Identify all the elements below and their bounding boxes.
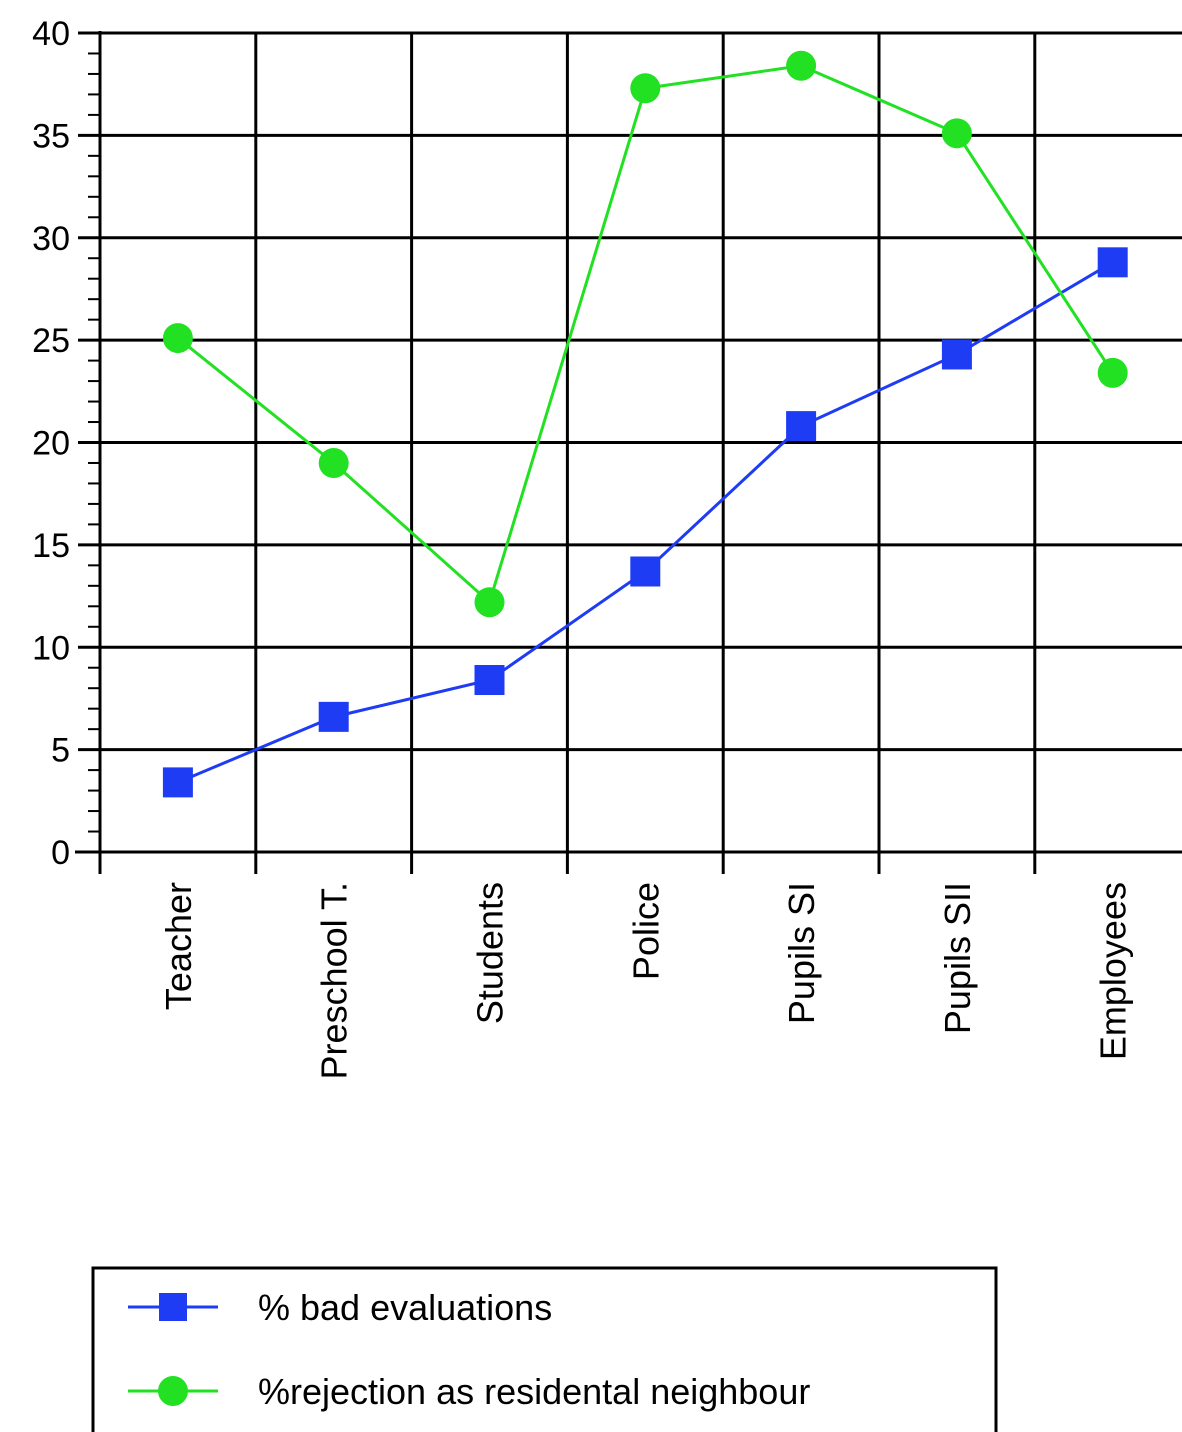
data-point-square: [941, 339, 972, 370]
data-point-circle: [1097, 357, 1128, 388]
y-tick-label: 10: [32, 629, 70, 667]
y-tick-label: 25: [32, 322, 70, 360]
series-bad-evaluations: [162, 247, 1128, 798]
legend-box: [91, 1266, 998, 1432]
legend-item-bad-evaluations: % bad evaluations: [128, 1287, 552, 1328]
grid-lines: [100, 31, 1182, 874]
data-point-square: [318, 701, 349, 732]
x-category-label: Students: [470, 882, 511, 1024]
data-point-square: [474, 665, 505, 696]
axes: [75, 31, 1182, 874]
x-axis-labels: Teacher Preschool T. Students Police Pupils …: [158, 882, 1134, 1079]
y-tick-label: 40: [32, 15, 70, 53]
x-category-label: Employees: [1093, 882, 1134, 1060]
x-category-label: Police: [625, 882, 666, 980]
x-category-label: Pupils SII: [937, 882, 978, 1034]
data-point-circle: [630, 73, 661, 104]
x-category-label: Pupils SI: [781, 882, 822, 1024]
y-tick-label: 20: [32, 425, 70, 463]
legend-label-bad-evaluations: % bad evaluations: [258, 1287, 552, 1328]
data-point-square: [1097, 247, 1128, 278]
data-point-circle: [318, 447, 349, 478]
y-tick-label: 5: [51, 732, 70, 770]
data-point-circle: [474, 587, 505, 618]
data-point-square: [162, 767, 193, 798]
data-point-circle: [162, 323, 193, 354]
legend-marker-circle: [158, 1376, 188, 1406]
y-axis-ticks: 0 5 10 15 20 25 30 35 40: [32, 15, 100, 872]
y-tick-label: 15: [32, 527, 70, 565]
x-category-label: Teacher: [158, 882, 199, 1010]
legend-label-rejection: %rejection as residental neighbour: [258, 1371, 810, 1412]
series-layer: [162, 50, 1128, 798]
series-line: [176, 64, 1114, 605]
legend-marker-square: [159, 1293, 187, 1321]
data-point-circle: [786, 50, 817, 81]
legend: % bad evaluations %rejection as resident…: [91, 1266, 998, 1432]
x-category-label: Preschool T.: [314, 882, 355, 1079]
series-rejection: [162, 50, 1128, 618]
data-point-square: [786, 411, 817, 442]
data-point-square: [630, 556, 661, 587]
y-tick-label: 35: [32, 117, 70, 155]
legend-item-rejection: %rejection as residental neighbour: [128, 1371, 810, 1412]
data-point-circle: [941, 118, 972, 149]
y-tick-label: 0: [51, 834, 70, 872]
y-tick-label: 30: [32, 220, 70, 258]
